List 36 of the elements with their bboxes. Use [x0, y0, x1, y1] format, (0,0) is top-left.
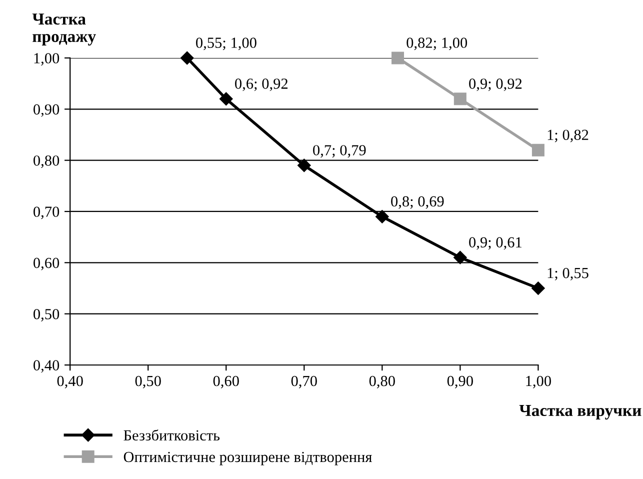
data-label: 0,9; 0,61 — [469, 237, 522, 250]
point — [454, 92, 466, 106]
x-tick-label: 0,70 — [291, 376, 317, 388]
data-label: 0,9; 0,92 — [469, 78, 522, 92]
data-label: 1; 0,82 — [548, 130, 588, 142]
data-label: 1; 0,55 — [548, 268, 588, 280]
data-label: 0,6; 0,92 — [235, 78, 288, 92]
data-label: 0,8; 0,69 — [391, 196, 444, 209]
point — [532, 282, 545, 295]
y-tick-label: 0,60 — [34, 258, 60, 270]
y-axis-title: Частка продажу — [32, 14, 96, 46]
data-label: 0,55; 1,00 — [196, 38, 256, 50]
data-label: 0,82; 1,00 — [406, 38, 468, 50]
x-tick-label: 1,00 — [526, 376, 551, 388]
x-tick-label: 0,90 — [447, 376, 473, 388]
y-tick-label: 0,90 — [34, 104, 60, 117]
legend-label: Беззбитковість — [124, 429, 220, 441]
legend-label: Оптимістичне розширене відтворення — [124, 452, 372, 466]
x-tick-label: 0,60 — [213, 376, 239, 388]
point — [220, 92, 233, 106]
data-label: 0,7; 0,79 — [313, 145, 366, 158]
point — [532, 144, 544, 156]
y-tick-label: 0,40 — [34, 360, 60, 373]
x-axis-title: Частка виручки — [519, 404, 642, 420]
x-tick-label: 0,50 — [135, 376, 161, 388]
point — [298, 158, 311, 172]
y-tick-label: 0,70 — [34, 206, 60, 220]
y-tick-label: 0,80 — [34, 155, 60, 168]
point — [180, 51, 194, 65]
point — [376, 210, 389, 224]
x-tick-label: 0,80 — [369, 376, 395, 388]
point — [454, 250, 467, 264]
x-tick-label: 0,40 — [57, 376, 83, 388]
point — [392, 52, 404, 64]
y-tick-label: 0,50 — [34, 308, 60, 322]
y-tick-label: 1,00 — [34, 53, 60, 66]
